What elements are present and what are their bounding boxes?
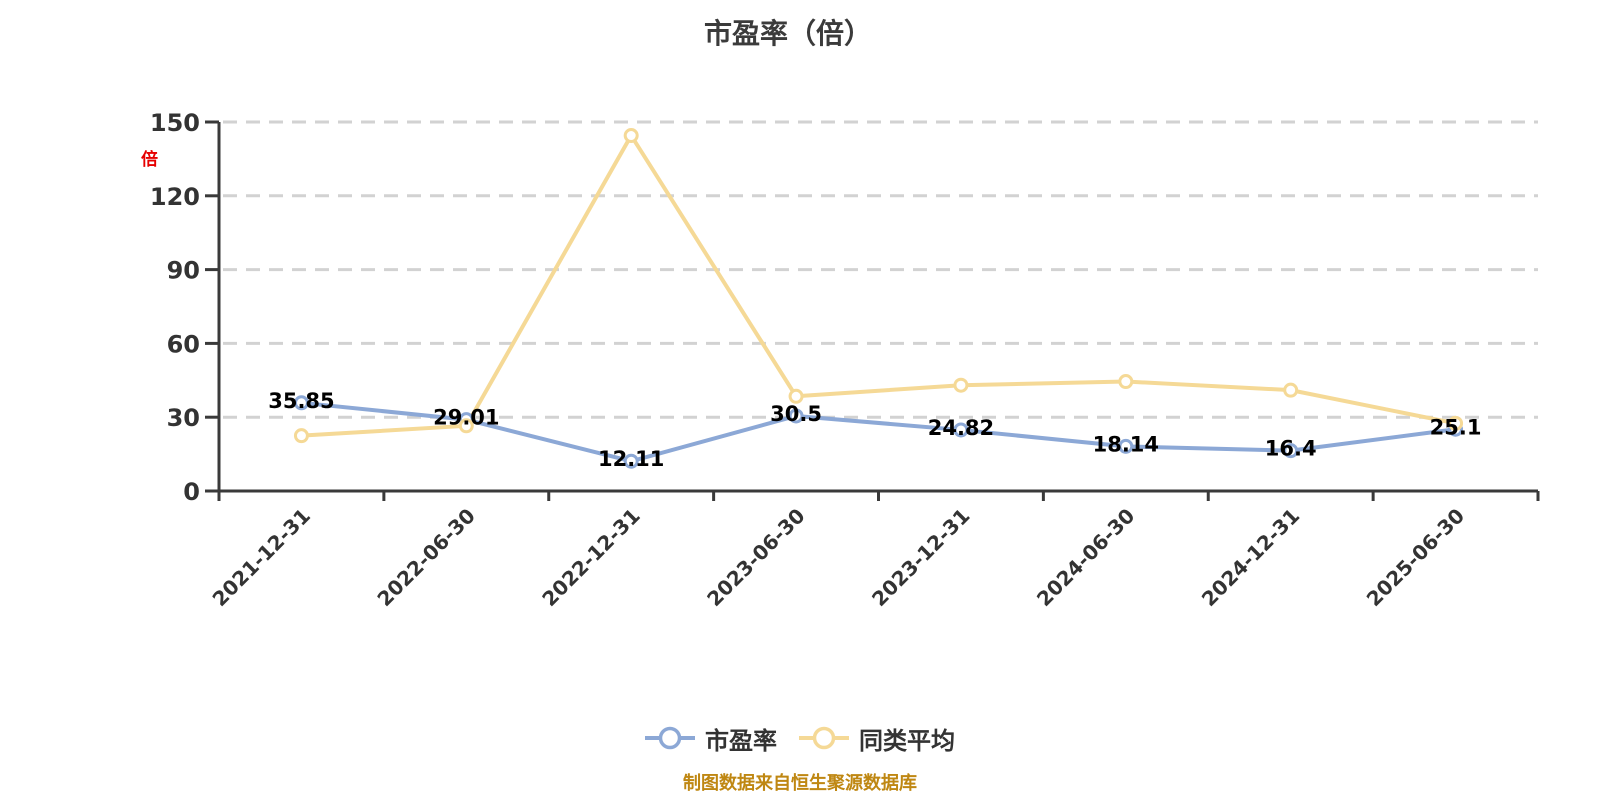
peer-average-legend-marker-icon [799,726,849,750]
data-point-peer-average[interactable] [788,388,804,404]
data-point-pe[interactable] [293,395,309,411]
point-label-pe: 24.82 [928,416,994,440]
data-point-pe[interactable] [1283,443,1299,459]
data-point-pe[interactable] [1118,438,1134,454]
x-tick-label: 2022-06-30 [372,504,479,611]
y-tick-label: 150 [150,109,200,137]
data-point-pe[interactable] [953,422,969,438]
legend: 市盈率 同类平均 [0,718,1600,758]
y-tick-label: 60 [167,330,200,358]
peer-average-legend-circle [812,726,836,750]
series-line-pe [299,400,1458,464]
data-point-peer-average[interactable] [1448,415,1464,431]
y-tick-label: 120 [150,183,200,211]
data-point-peer-average[interactable] [1118,374,1134,390]
x-tick-label: 2022-12-31 [537,504,644,611]
data-source-caption: 制图数据来自恒生聚源数据库 [683,773,917,794]
data-point-peer-average[interactable] [953,377,969,393]
x-tick-label: 2024-06-30 [1032,504,1139,611]
legend-item-pe[interactable]: 市盈率 [645,721,777,756]
y-axis-unit-label: 倍 [141,150,158,170]
y-tick-label: 30 [167,404,200,432]
x-tick-label: 2024-12-31 [1197,504,1304,611]
x-tick-label: 2025-06-30 [1362,504,1469,611]
chart-title: 市盈率（倍） [703,17,873,50]
data-point-pe[interactable] [623,453,639,469]
y-tick-label: 90 [167,257,200,285]
x-tick-label: 2021-12-31 [208,504,315,611]
point-label-pe: 35.85 [268,389,334,413]
y-tick-label: 0 [183,478,200,506]
point-label-pe: 16.4 [1265,437,1317,461]
pe-legend-marker-icon [645,726,695,750]
x-tick-label: 2023-06-30 [702,504,809,611]
point-label-pe: 12.11 [598,447,664,471]
data-point-peer-average[interactable] [458,418,474,434]
legend-label-peer-average: 同类平均 [859,726,955,755]
legend-item-peer-average[interactable]: 同类平均 [799,721,955,756]
x-tick-label: 2023-12-31 [867,504,974,611]
point-label-pe: 25.1 [1430,415,1482,439]
data-point-peer-average[interactable] [293,428,309,444]
data-point-pe[interactable] [788,408,804,424]
legend-label-pe: 市盈率 [705,726,777,755]
point-label-pe: 29.01 [433,406,499,430]
data-point-peer-average[interactable] [623,128,639,144]
data-point-peer-average[interactable] [1283,382,1299,398]
series-line-peer-average [299,133,1458,438]
point-label-pe: 30.5 [770,402,822,426]
point-label-pe: 18.14 [1093,432,1159,456]
pe-legend-circle [658,726,682,750]
